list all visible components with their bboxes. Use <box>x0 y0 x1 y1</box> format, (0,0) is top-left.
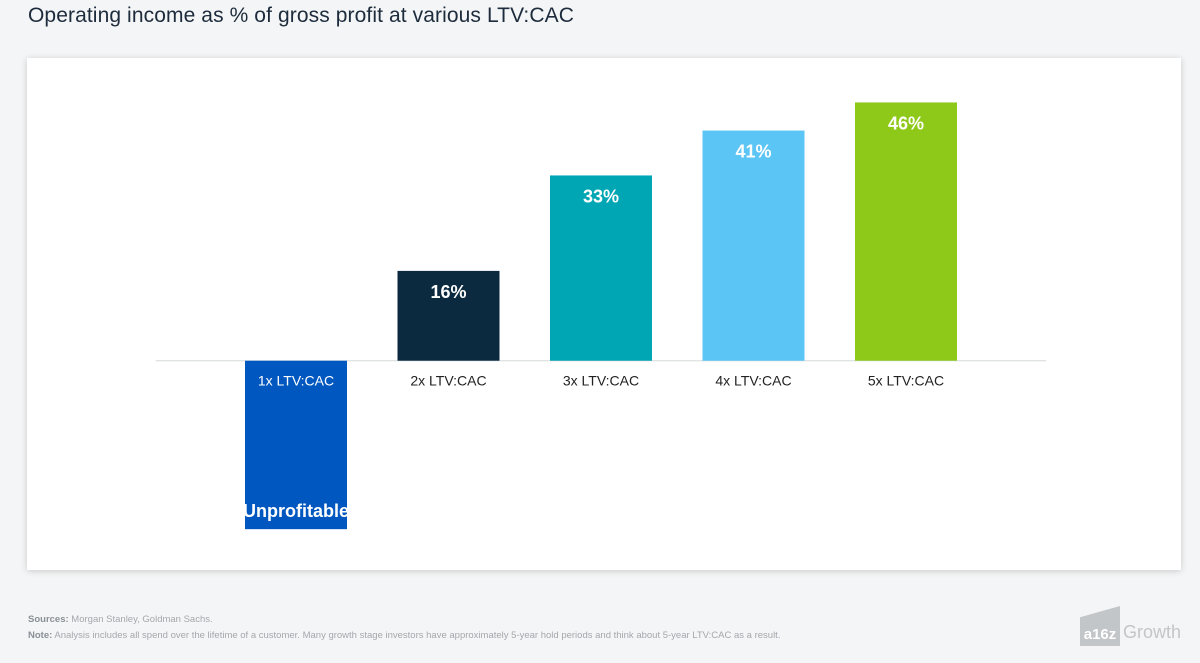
a16z-logo-icon: a16z <box>1080 606 1120 646</box>
x-tick-label: 2x LTV:CAC <box>410 373 486 389</box>
bar-value-label: Unprofitable <box>243 501 349 521</box>
bar-3 <box>550 175 652 361</box>
note-label: Note: <box>28 630 53 641</box>
bar-chart: Unprofitable 1x LTV:CAC 16% 2x LTV:CAC 33% 3x… <box>155 102 1047 530</box>
bar-value-label: 46% <box>888 113 924 133</box>
brand-word: Growth <box>1123 621 1182 642</box>
sources-label: Sources: <box>28 614 69 625</box>
brand-logo: a16z Growth <box>1080 606 1181 646</box>
sources-text: Morgan Stanley, Goldman Sachs. <box>71 614 213 625</box>
note-text: Analysis includes all spend over the lif… <box>54 630 781 641</box>
bar-5 <box>855 102 957 361</box>
page-title: Operating income as % of gross profit at… <box>28 4 574 27</box>
bar-value-label: 41% <box>735 142 771 162</box>
sources-line: Sources: Morgan Stanley, Goldman Sachs. <box>28 614 213 625</box>
x-tick-label: 3x LTV:CAC <box>563 373 639 389</box>
bar-1 <box>245 360 347 530</box>
bar-value-label: 16% <box>430 282 466 302</box>
bar-4 <box>702 130 805 361</box>
chart-card: Unprofitable 1x LTV:CAC 16% 2x LTV:CAC 33% 3x… <box>27 58 1181 570</box>
x-tick-label: 5x LTV:CAC <box>868 373 944 389</box>
x-tick-label: 1x LTV:CAC <box>258 373 334 389</box>
bar-value-label: 33% <box>583 186 619 206</box>
x-tick-label: 4x LTV:CAC <box>715 373 791 389</box>
bar-2 <box>397 270 500 361</box>
note-line: Note: Analysis includes all spend over t… <box>28 630 780 641</box>
